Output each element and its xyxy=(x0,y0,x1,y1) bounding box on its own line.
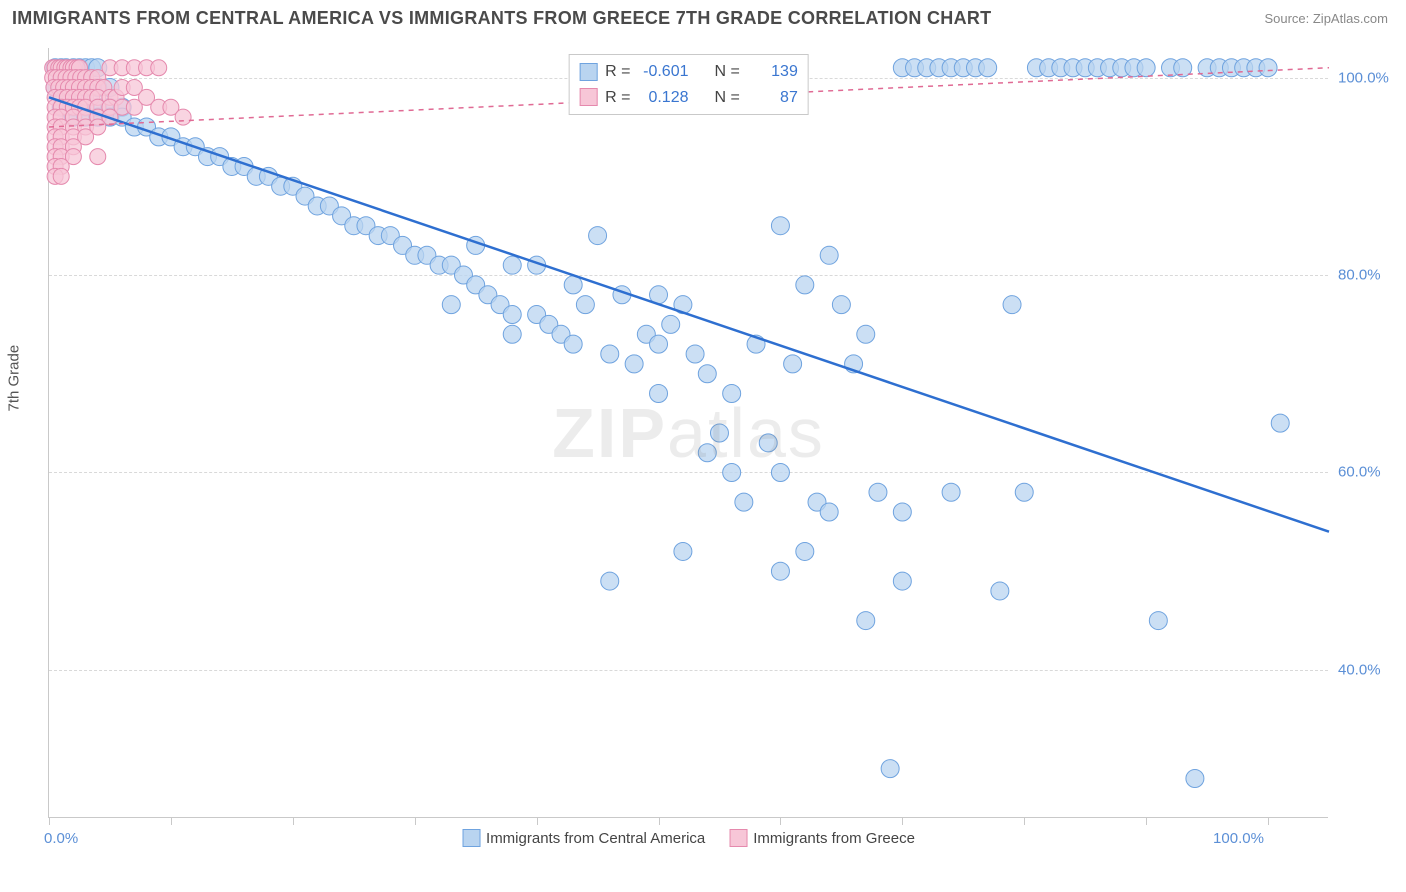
data-point xyxy=(881,760,899,778)
source-attribution: Source: ZipAtlas.com xyxy=(1264,11,1388,26)
data-point xyxy=(723,463,741,481)
n-label: N = xyxy=(715,59,740,85)
source-prefix: Source: xyxy=(1264,11,1312,26)
legend-item-greece: Immigrants from Greece xyxy=(729,829,915,847)
data-point xyxy=(503,256,521,274)
n-label: N = xyxy=(715,85,740,111)
data-point xyxy=(723,385,741,403)
data-point xyxy=(698,444,716,462)
data-point xyxy=(991,582,1009,600)
data-point xyxy=(832,296,850,314)
data-point xyxy=(601,572,619,590)
data-point xyxy=(820,503,838,521)
n-value-blue: 139 xyxy=(748,59,798,85)
scatter-plot-svg xyxy=(49,48,1328,817)
data-point xyxy=(771,217,789,235)
data-point xyxy=(674,542,692,560)
source-name: ZipAtlas.com xyxy=(1313,11,1388,26)
data-point xyxy=(53,168,69,184)
x-axis-label: 100.0% xyxy=(1213,830,1264,847)
data-point xyxy=(625,355,643,373)
data-point xyxy=(1003,296,1021,314)
data-point xyxy=(564,335,582,353)
data-point xyxy=(686,345,704,363)
data-point xyxy=(175,109,191,125)
n-value-pink: 87 xyxy=(748,85,798,111)
data-point xyxy=(503,325,521,343)
r-label: R = xyxy=(605,85,630,111)
data-point xyxy=(796,542,814,560)
data-point xyxy=(90,149,106,165)
chart-title: IMMIGRANTS FROM CENTRAL AMERICA VS IMMIG… xyxy=(12,8,991,29)
data-point xyxy=(650,385,668,403)
data-point xyxy=(759,434,777,452)
data-point xyxy=(601,345,619,363)
stats-row-blue: R = -0.601 N = 139 xyxy=(579,59,798,85)
chart-header: IMMIGRANTS FROM CENTRAL AMERICA VS IMMIG… xyxy=(0,0,1406,33)
trend-line xyxy=(49,97,1329,531)
data-point xyxy=(1137,59,1155,77)
data-point xyxy=(771,562,789,580)
y-tick-label: 60.0% xyxy=(1338,464,1398,481)
y-tick-label: 100.0% xyxy=(1338,69,1398,86)
data-point xyxy=(698,365,716,383)
legend-label-blue: Immigrants from Central America xyxy=(486,830,705,847)
x-axis-label: 0.0% xyxy=(44,830,78,847)
data-point xyxy=(662,315,680,333)
swatch-pink-icon xyxy=(579,88,597,106)
data-point xyxy=(650,335,668,353)
data-point xyxy=(1149,612,1167,630)
chart-plot-area: 7th Grade 40.0%60.0%80.0%100.0% ZIPatlas… xyxy=(48,48,1328,818)
data-point xyxy=(151,60,167,76)
legend-label-pink: Immigrants from Greece xyxy=(753,830,915,847)
swatch-blue-icon xyxy=(579,63,597,81)
data-point xyxy=(893,572,911,590)
swatch-blue-icon xyxy=(462,829,480,847)
legend-bottom: Immigrants from Central America Immigran… xyxy=(462,829,915,847)
data-point xyxy=(893,503,911,521)
data-point xyxy=(857,612,875,630)
r-label: R = xyxy=(605,59,630,85)
data-point xyxy=(576,296,594,314)
data-point xyxy=(857,325,875,343)
data-point xyxy=(979,59,997,77)
data-point xyxy=(820,246,838,264)
data-point xyxy=(735,493,753,511)
correlation-stats-box: R = -0.601 N = 139 R = 0.128 N = 87 xyxy=(568,54,809,115)
swatch-pink-icon xyxy=(729,829,747,847)
data-point xyxy=(1271,414,1289,432)
data-point xyxy=(796,276,814,294)
legend-item-central-america: Immigrants from Central America xyxy=(462,829,705,847)
r-value-pink: 0.128 xyxy=(639,85,689,111)
y-tick-label: 40.0% xyxy=(1338,661,1398,678)
stats-row-pink: R = 0.128 N = 87 xyxy=(579,85,798,111)
data-point xyxy=(1186,770,1204,788)
data-point xyxy=(589,227,607,245)
data-point xyxy=(942,483,960,501)
y-axis-title: 7th Grade xyxy=(6,344,23,411)
data-point xyxy=(710,424,728,442)
data-point xyxy=(1015,483,1033,501)
data-point xyxy=(503,306,521,324)
data-point xyxy=(1259,59,1277,77)
data-point xyxy=(784,355,802,373)
y-tick-label: 80.0% xyxy=(1338,267,1398,284)
data-point xyxy=(442,296,460,314)
r-value-blue: -0.601 xyxy=(639,59,689,85)
data-point xyxy=(771,463,789,481)
data-point xyxy=(869,483,887,501)
